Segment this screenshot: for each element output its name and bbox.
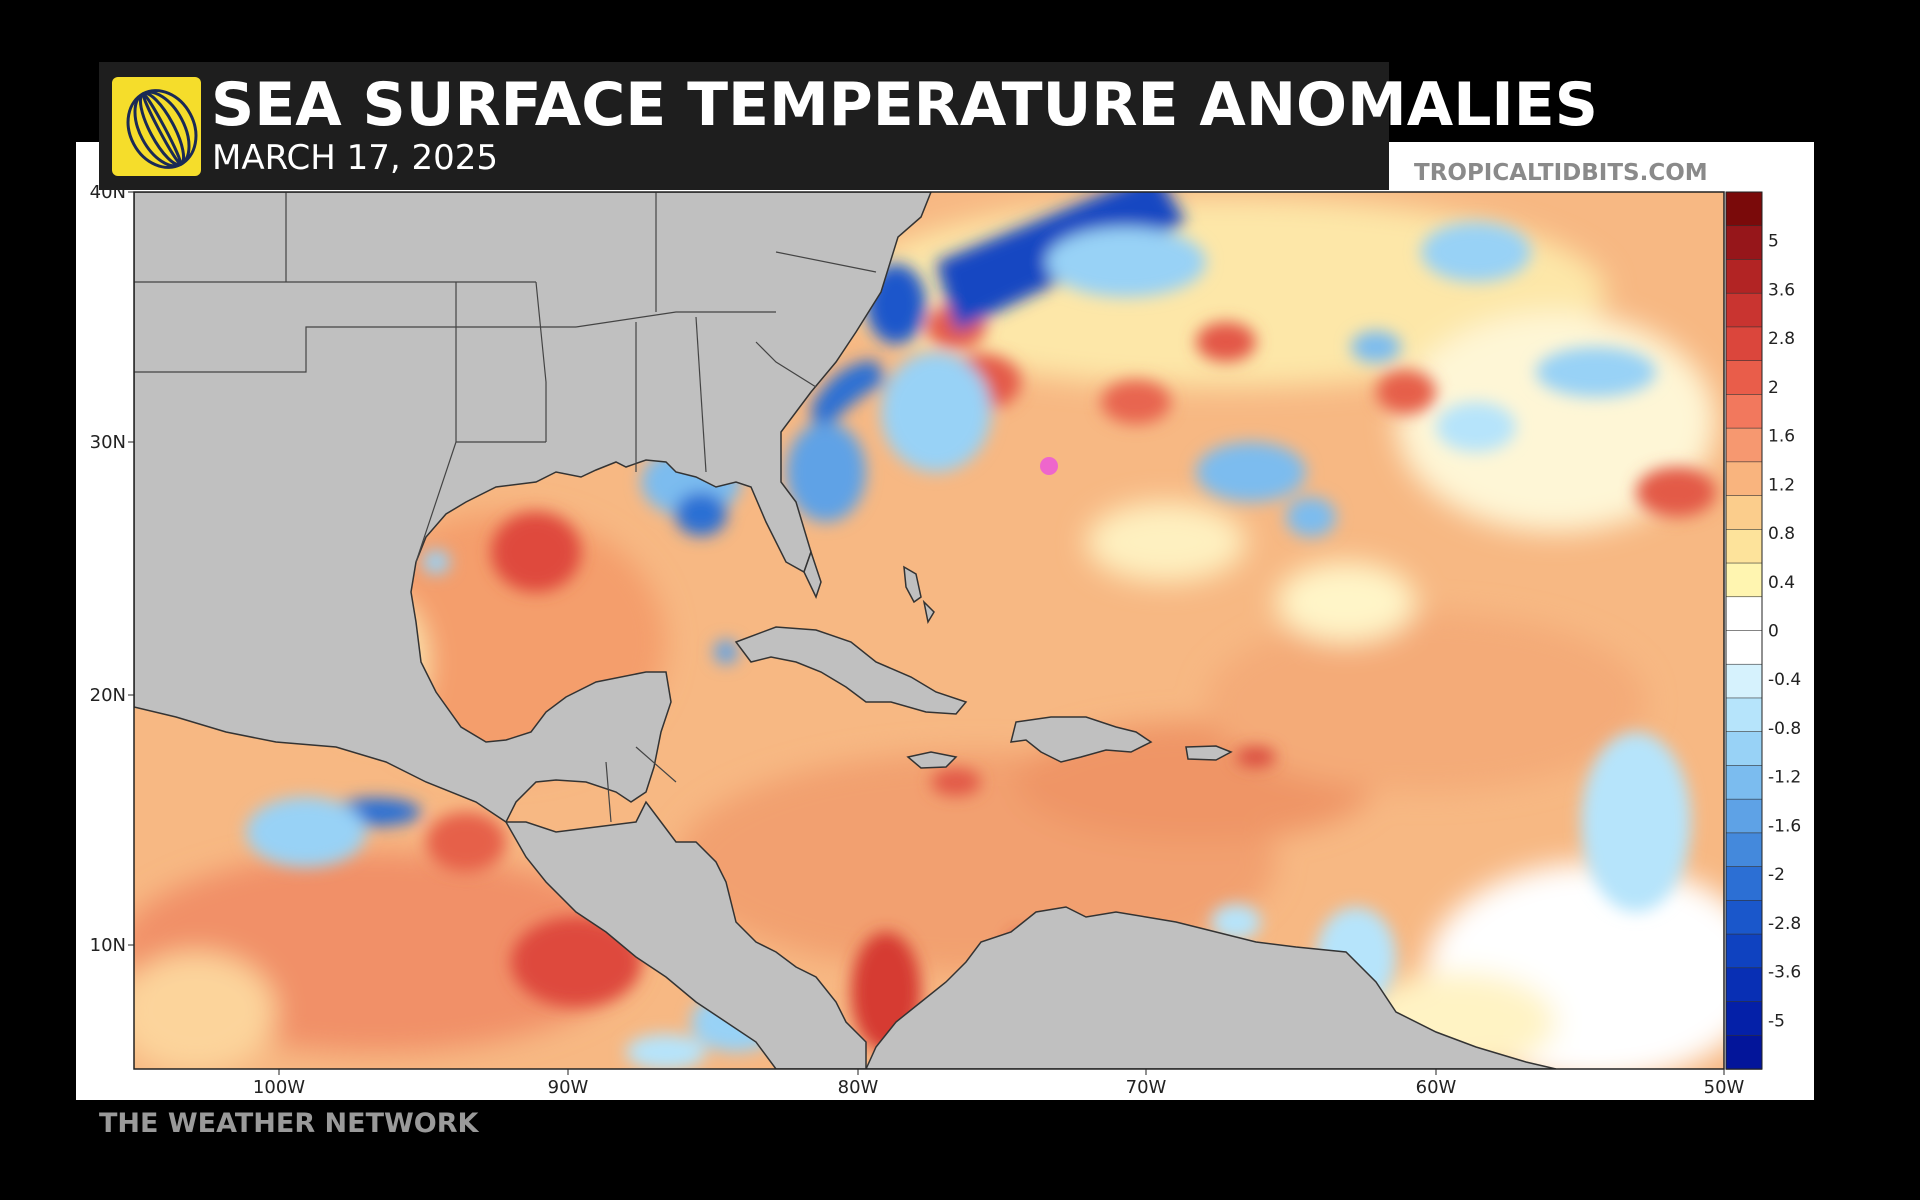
colorbar-swatch	[1725, 731, 1763, 767]
colorbar-label: 1.2	[1768, 475, 1795, 495]
page-title: SEA SURFACE TEMPERATURE ANOMALIES	[211, 70, 1598, 140]
lat-label: 20N	[90, 685, 126, 706]
source-credit: TROPICALTIDBITS.COM	[1414, 160, 1708, 186]
colorbar-swatch	[1725, 259, 1763, 294]
lon-label: 50W	[1704, 1077, 1745, 1098]
longitude-axis: 100W 90W 80W 70W 60W 50W	[253, 1069, 1745, 1098]
colorbar-swatch	[1725, 832, 1763, 868]
colorbar-label: -2.8	[1768, 914, 1801, 934]
colorbar-swatch	[1725, 630, 1763, 666]
colorbar-label: 2.8	[1768, 329, 1795, 349]
colorbar-swatch	[1725, 562, 1763, 598]
lon-label: 80W	[838, 1077, 879, 1098]
colorbar-label: 1.6	[1768, 427, 1795, 447]
colorbar-border	[1725, 191, 1763, 1070]
colorbar-swatch	[1725, 529, 1763, 564]
colorbar-swatch	[1725, 866, 1763, 902]
colorbar-swatch	[1725, 765, 1763, 800]
colorbar-label: -5	[1768, 1011, 1785, 1031]
colorbar-label: -0.8	[1768, 719, 1801, 739]
state-boundaries	[134, 192, 877, 823]
land-masses	[134, 192, 1557, 1069]
colorbar-swatch	[1725, 596, 1763, 632]
storm-marker[interactable]	[1040, 457, 1058, 475]
colorbar-label: 3.6	[1768, 280, 1795, 300]
colorbar-label: 0.8	[1768, 524, 1795, 544]
lat-label: 10N	[90, 935, 126, 956]
colorbar-swatch	[1725, 697, 1763, 733]
colorbar-swatch	[1725, 394, 1763, 429]
colorbar-swatch	[1725, 225, 1763, 261]
colorbar-swatch	[1725, 360, 1763, 396]
map-border	[133, 191, 1725, 1070]
colorbar-swatch	[1725, 292, 1763, 328]
lat-label: 30N	[90, 432, 126, 453]
colorbar-swatch	[1725, 1034, 1763, 1070]
colorbar-label: -1.2	[1768, 768, 1801, 788]
latitude-axis: 40N 30N 20N 10N	[90, 182, 134, 956]
date-subtitle: MARCH 17, 2025	[212, 138, 499, 178]
colorbar-label: -3.6	[1768, 963, 1801, 983]
colorbar-swatch	[1725, 495, 1763, 531]
weather-network-globe-icon	[112, 77, 201, 176]
map-frame: 40N 30N 20N 10N 100W 90W 80W 70W 60W 50W…	[76, 142, 1814, 1100]
colorbar-label: -1.6	[1768, 816, 1801, 836]
colorbar-label: -0.4	[1768, 670, 1801, 690]
lon-label: 60W	[1416, 1077, 1457, 1098]
colorbar-swatch	[1725, 1001, 1763, 1037]
colorbar-label: -2	[1768, 865, 1785, 885]
lon-label: 100W	[253, 1077, 305, 1098]
colorbar-swatch	[1725, 663, 1763, 699]
lon-label: 70W	[1126, 1077, 1167, 1098]
colorbar-swatch	[1725, 191, 1763, 227]
colorbar-label: 2	[1768, 378, 1779, 398]
lon-label: 90W	[548, 1077, 589, 1098]
colorbar: 5 3.6 2.8 2 1.6 1.2 0.8 0.4 0 -0.4 -0.8 -1.2 -1.6 -2 -…	[1725, 191, 1801, 1070]
title-bar: SEA SURFACE TEMPERATURE ANOMALIES MARCH …	[99, 62, 1598, 190]
anomaly-field	[134, 192, 1724, 1069]
colorbar-swatch	[1725, 798, 1763, 834]
colorbar-label: 0.4	[1768, 573, 1795, 593]
footer-brand: THE WEATHER NETWORK	[99, 1108, 479, 1139]
colorbar-swatch	[1725, 967, 1763, 1003]
colorbar-swatch	[1725, 933, 1763, 969]
colorbar-swatch	[1725, 461, 1763, 497]
colorbar-label: 5	[1768, 232, 1779, 252]
colorbar-label: 0	[1768, 622, 1779, 642]
colorbar-swatch	[1725, 900, 1763, 935]
sst-anomaly-map: 40N 30N 20N 10N 100W 90W 80W 70W 60W 50W…	[90, 182, 1802, 1098]
colorbar-swatch	[1725, 326, 1763, 362]
colorbar-swatch	[1725, 427, 1763, 463]
